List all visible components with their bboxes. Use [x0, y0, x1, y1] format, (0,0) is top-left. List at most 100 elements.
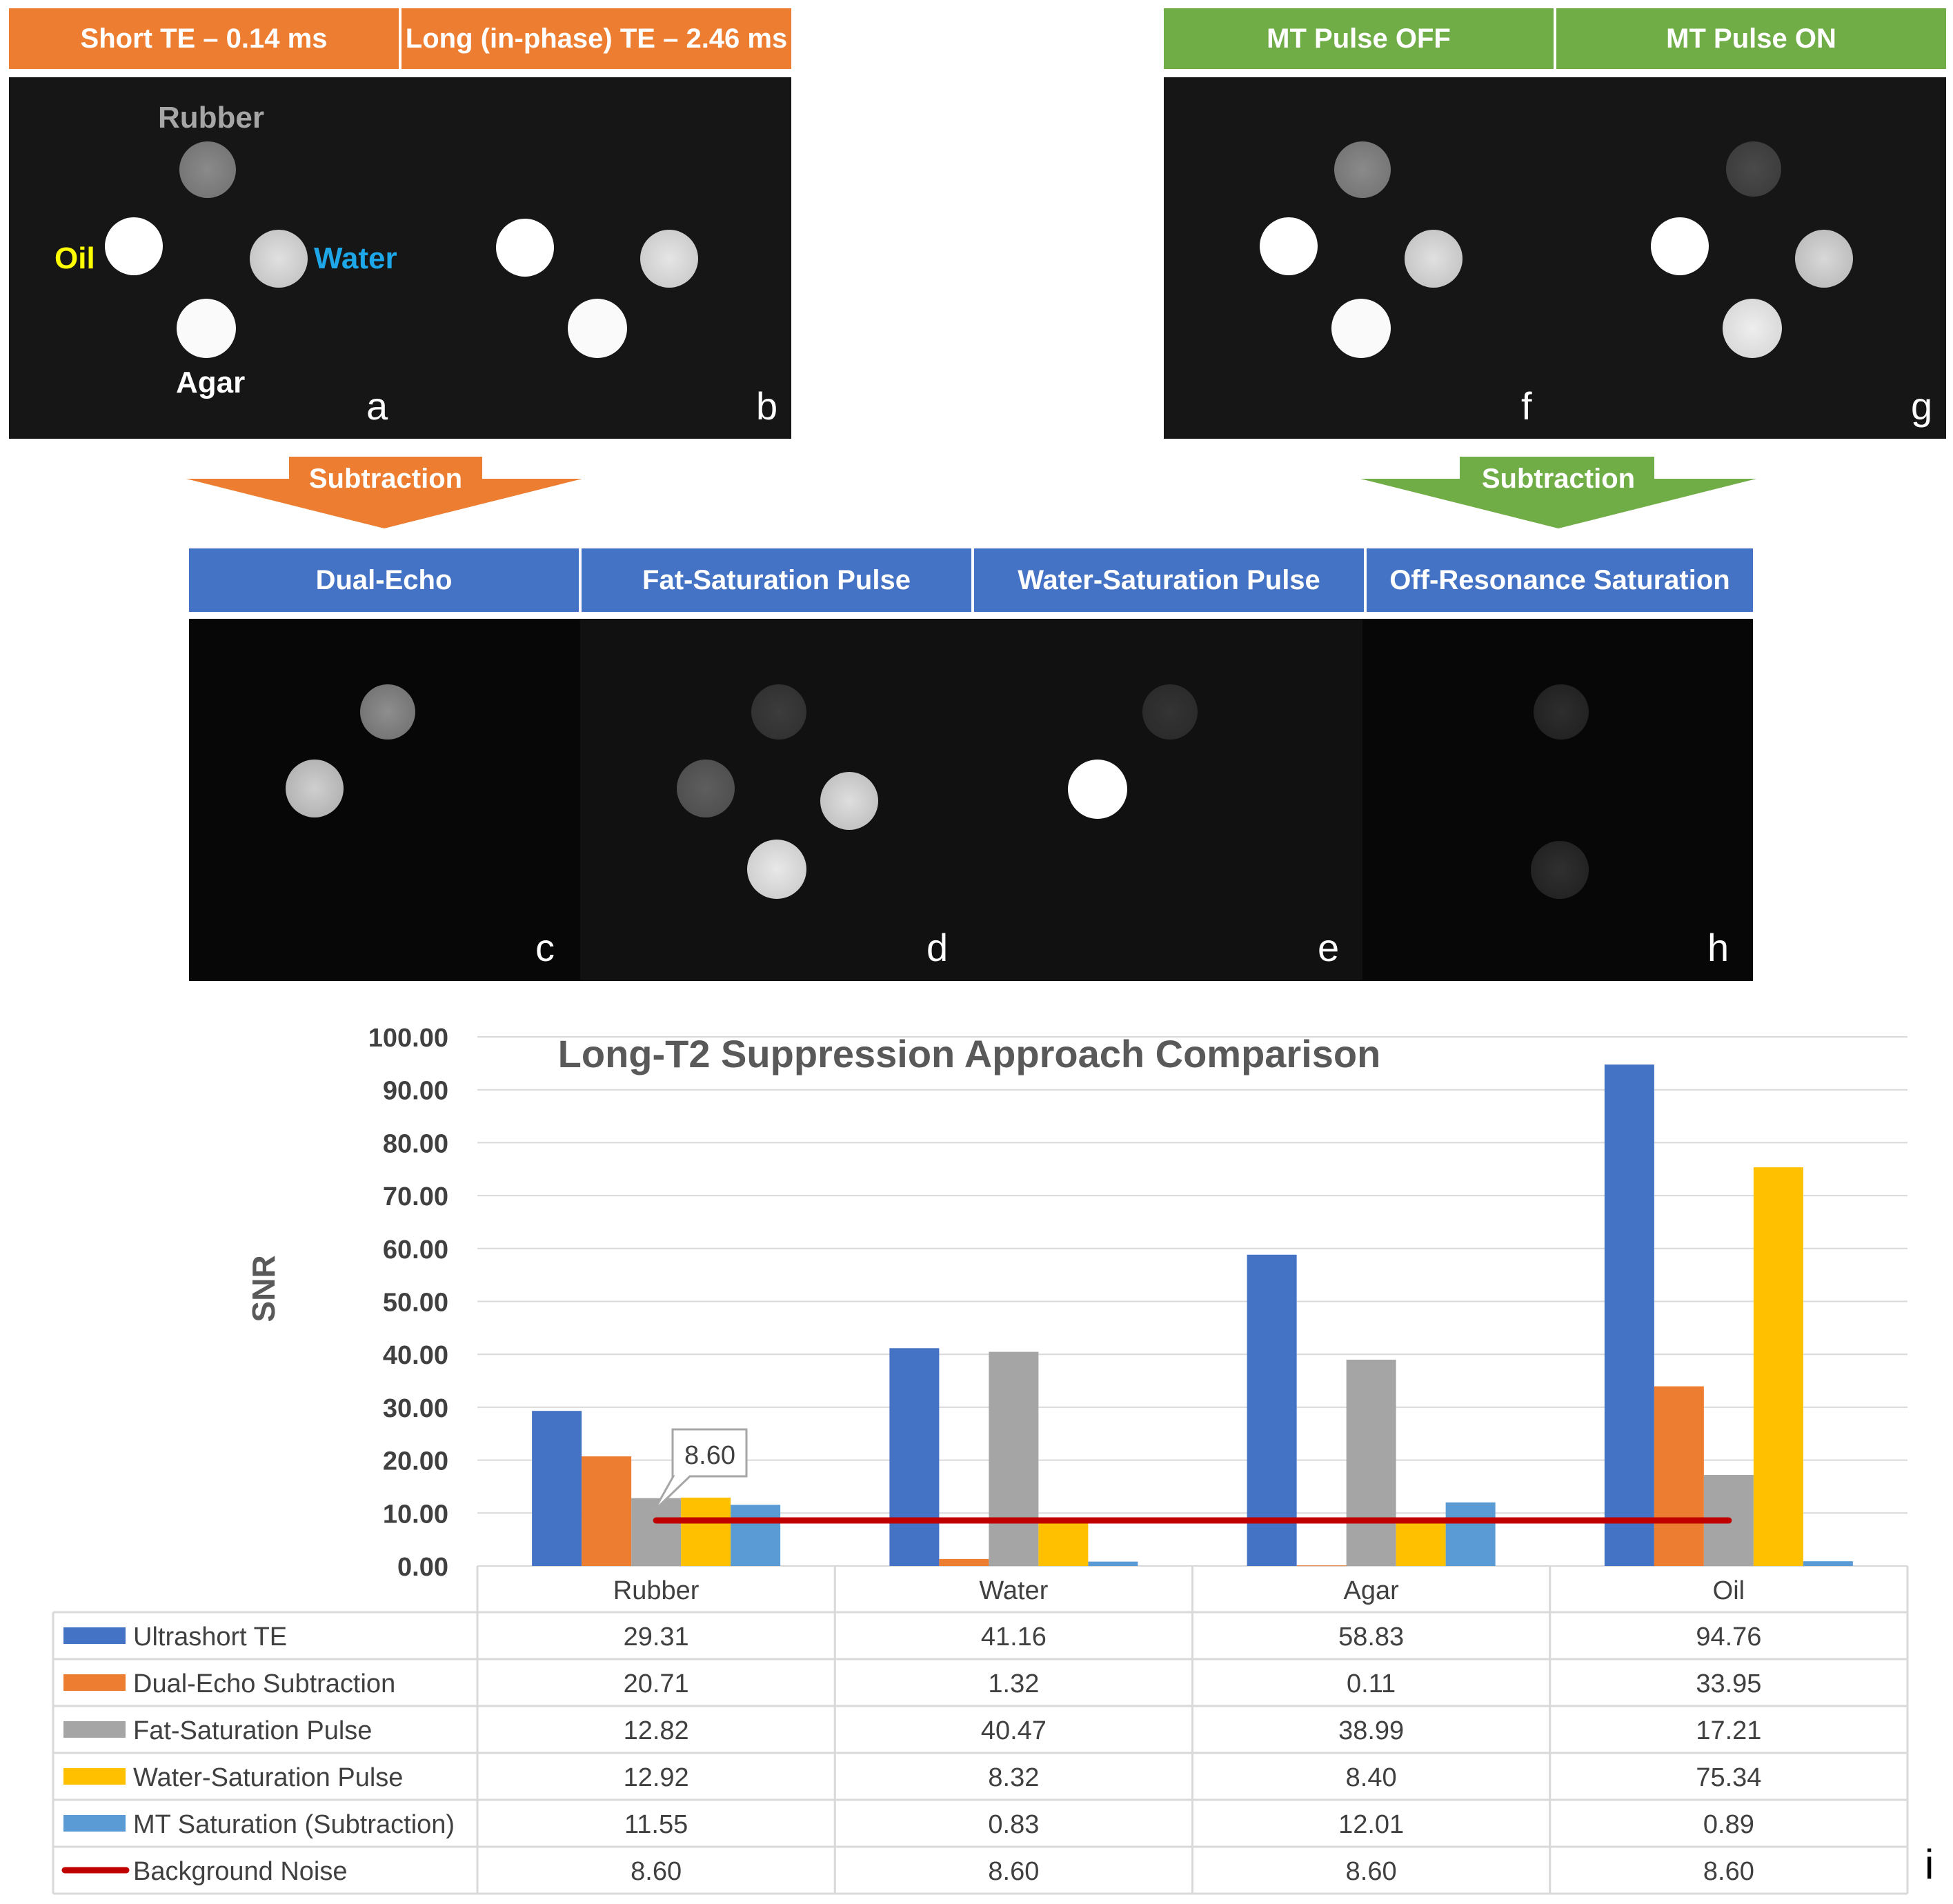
- header-mt-off: MT Pulse OFF: [1164, 8, 1554, 69]
- table-cell: 8.60: [988, 1857, 1039, 1886]
- rubber-disc-h: [1534, 684, 1589, 740]
- subtraction-label-right: Subtraction: [1481, 464, 1636, 494]
- bar: [582, 1456, 632, 1566]
- oil-disc-f: [1260, 217, 1318, 275]
- water-disc-b: [640, 230, 698, 288]
- water-disc-c: [286, 760, 344, 817]
- table-cell: 0.83: [988, 1810, 1039, 1839]
- bar: [1803, 1561, 1853, 1566]
- table-cell: 12.82: [624, 1716, 689, 1745]
- category-label: Agar: [1343, 1576, 1399, 1605]
- oil-disc-e: [1068, 760, 1127, 819]
- table-cell: 8.32: [988, 1763, 1039, 1792]
- table-cell: 8.60: [1346, 1857, 1397, 1886]
- panel-letter-e: e: [1318, 926, 1340, 969]
- table-cell: 11.55: [624, 1810, 688, 1839]
- bar: [989, 1351, 1039, 1566]
- panel-letter-g: g: [1911, 384, 1933, 428]
- bar: [681, 1497, 731, 1566]
- oil-disc: [105, 217, 163, 275]
- table-cell: 8.40: [1346, 1763, 1397, 1792]
- category-label: Oil: [1713, 1576, 1745, 1605]
- table-cell: 8.60: [631, 1857, 682, 1886]
- y-tick-label: 20.00: [383, 1447, 448, 1476]
- table-cell: 41.16: [981, 1623, 1047, 1652]
- legend-key: [63, 1627, 126, 1644]
- header-fat-sat: Fat-Saturation Pulse: [582, 548, 971, 612]
- panel-letter-f: f: [1521, 384, 1532, 428]
- header-long-te: Long (in-phase) TE – 2.46 ms: [401, 8, 791, 69]
- orange-arrow: [186, 457, 582, 528]
- y-tick-label: 10.00: [383, 1500, 448, 1529]
- legend-label: MT Saturation (Subtraction): [133, 1810, 455, 1839]
- agar-disc-h: [1531, 841, 1589, 899]
- table-cell: 40.47: [981, 1716, 1047, 1745]
- bar: [1396, 1521, 1446, 1566]
- rubber-disc-d: [751, 684, 806, 740]
- legend-key: [63, 1674, 126, 1691]
- oil-disc-d: [677, 760, 735, 817]
- table-cell: 17.21: [1696, 1716, 1761, 1745]
- table-cell: 8.60: [1703, 1857, 1754, 1886]
- y-axis-label: SNR: [246, 1255, 281, 1322]
- oil-disc-b: [496, 219, 554, 277]
- bar: [1753, 1167, 1803, 1566]
- subtraction-label-left: Subtraction: [308, 464, 463, 494]
- table-cell: 0.89: [1703, 1810, 1754, 1839]
- y-tick-label: 30.00: [383, 1394, 448, 1423]
- panel-letter-c: c: [535, 926, 555, 969]
- category-label: Water: [979, 1576, 1048, 1605]
- rubber-disc-g: [1726, 141, 1781, 197]
- agar-disc-b: [568, 299, 627, 358]
- table-cell: 38.99: [1338, 1716, 1404, 1745]
- bar: [939, 1558, 989, 1566]
- agar-disc-d: [747, 840, 806, 899]
- table-cell: 12.01: [1338, 1810, 1404, 1839]
- green-arrow: [1360, 457, 1756, 528]
- category-label: Rubber: [613, 1576, 700, 1605]
- header-water-sat: Water-Saturation Pulse: [974, 548, 1364, 612]
- panel-e: e: [971, 619, 1362, 981]
- bar: [1346, 1359, 1396, 1566]
- water-disc-g: [1795, 230, 1853, 288]
- y-tick-label: 0.00: [397, 1553, 448, 1582]
- water-disc-d: [820, 772, 878, 830]
- agar-disc-g: [1723, 299, 1782, 358]
- y-tick-label: 80.00: [383, 1129, 448, 1158]
- legend-key: [63, 1721, 126, 1738]
- panel-d: d: [580, 619, 971, 981]
- panel-f-g: f g: [1164, 77, 1946, 439]
- figure-letter-i: i: [1925, 1841, 1934, 1887]
- panel-letter-b: b: [756, 384, 778, 428]
- panel-letter-h: h: [1707, 926, 1729, 969]
- rubber-disc-c: [360, 684, 415, 740]
- y-tick-label: 40.00: [383, 1341, 448, 1370]
- panel-c: c: [189, 619, 580, 981]
- header-off-res: Off-Resonance Saturation: [1367, 548, 1753, 612]
- table-cell: 0.11: [1347, 1669, 1396, 1698]
- label-oil: Oil: [54, 241, 95, 275]
- agar-disc-f: [1331, 299, 1391, 358]
- bar: [1654, 1386, 1704, 1566]
- chart-title: Long-T2 Suppression Approach Comparison: [558, 1032, 1381, 1075]
- bar: [1604, 1064, 1654, 1566]
- water-disc-f: [1405, 230, 1463, 288]
- table-cell: 12.92: [624, 1763, 689, 1792]
- header-mt-on: MT Pulse ON: [1556, 8, 1946, 69]
- y-tick-label: 70.00: [383, 1182, 448, 1211]
- legend-label: Background Noise: [133, 1857, 348, 1886]
- y-tick-label: 50.00: [383, 1289, 448, 1318]
- y-tick-label: 100.00: [368, 1024, 448, 1053]
- bar: [889, 1348, 940, 1566]
- oil-disc-g: [1651, 217, 1709, 275]
- panel-letter-a: a: [366, 384, 388, 428]
- panel-a: Rubber Oil Water Agar a b: [9, 77, 791, 439]
- legend-label: Dual-Echo Subtraction: [133, 1669, 395, 1698]
- panel-letter-d: d: [926, 926, 949, 969]
- table-cell: 94.76: [1696, 1623, 1761, 1652]
- bar: [1088, 1561, 1138, 1566]
- callout-value: 8.60: [684, 1441, 735, 1470]
- bar: [532, 1411, 582, 1566]
- callout-box: [653, 1428, 748, 1512]
